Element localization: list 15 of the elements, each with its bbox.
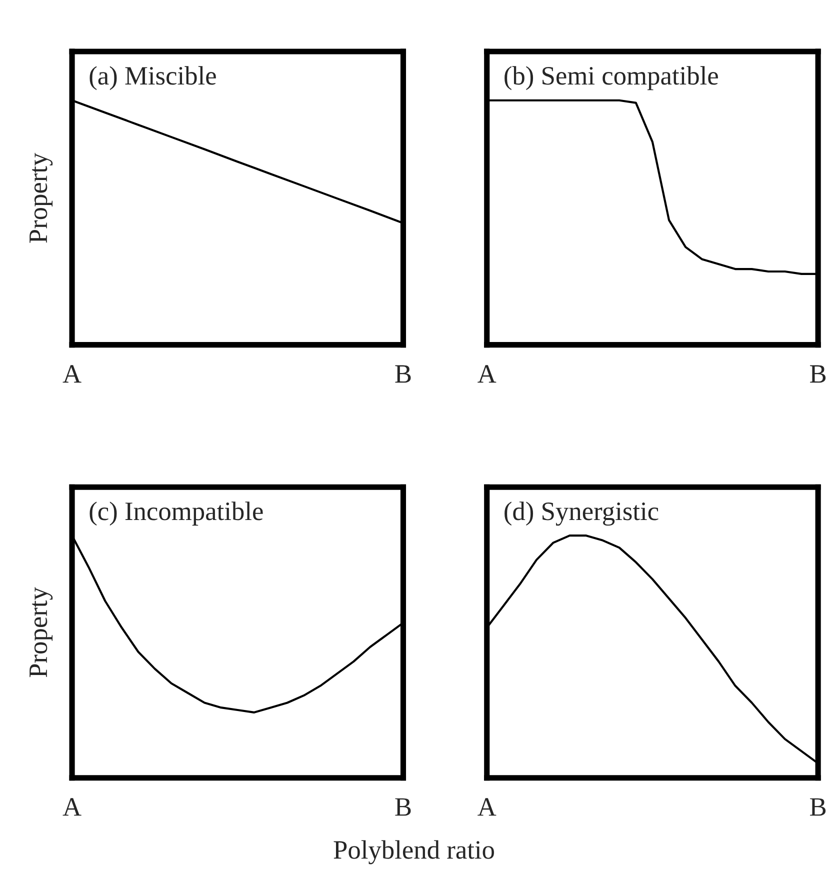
x-tick-label: A <box>62 798 82 816</box>
x-tick-label: A <box>478 798 496 816</box>
x-tick-label: B <box>810 798 826 816</box>
chart-title: (a) Miscible <box>90 66 216 90</box>
x-tick-label: B <box>395 798 411 816</box>
x-tick-label: B <box>395 365 411 383</box>
y-axis-title: Property <box>30 587 53 678</box>
chart-title: (d) Synergistic <box>504 502 658 526</box>
x-axis-title: Polyblend ratio <box>334 840 494 864</box>
x-tick-label: A <box>478 365 496 383</box>
x-tick-label: B <box>810 365 826 383</box>
y-axis-title: Property <box>30 152 53 243</box>
x-tick-label: A <box>62 365 82 383</box>
chart-title: (b) Semi compatible <box>504 66 718 90</box>
chart-title: (c) Incompatible <box>90 502 263 526</box>
